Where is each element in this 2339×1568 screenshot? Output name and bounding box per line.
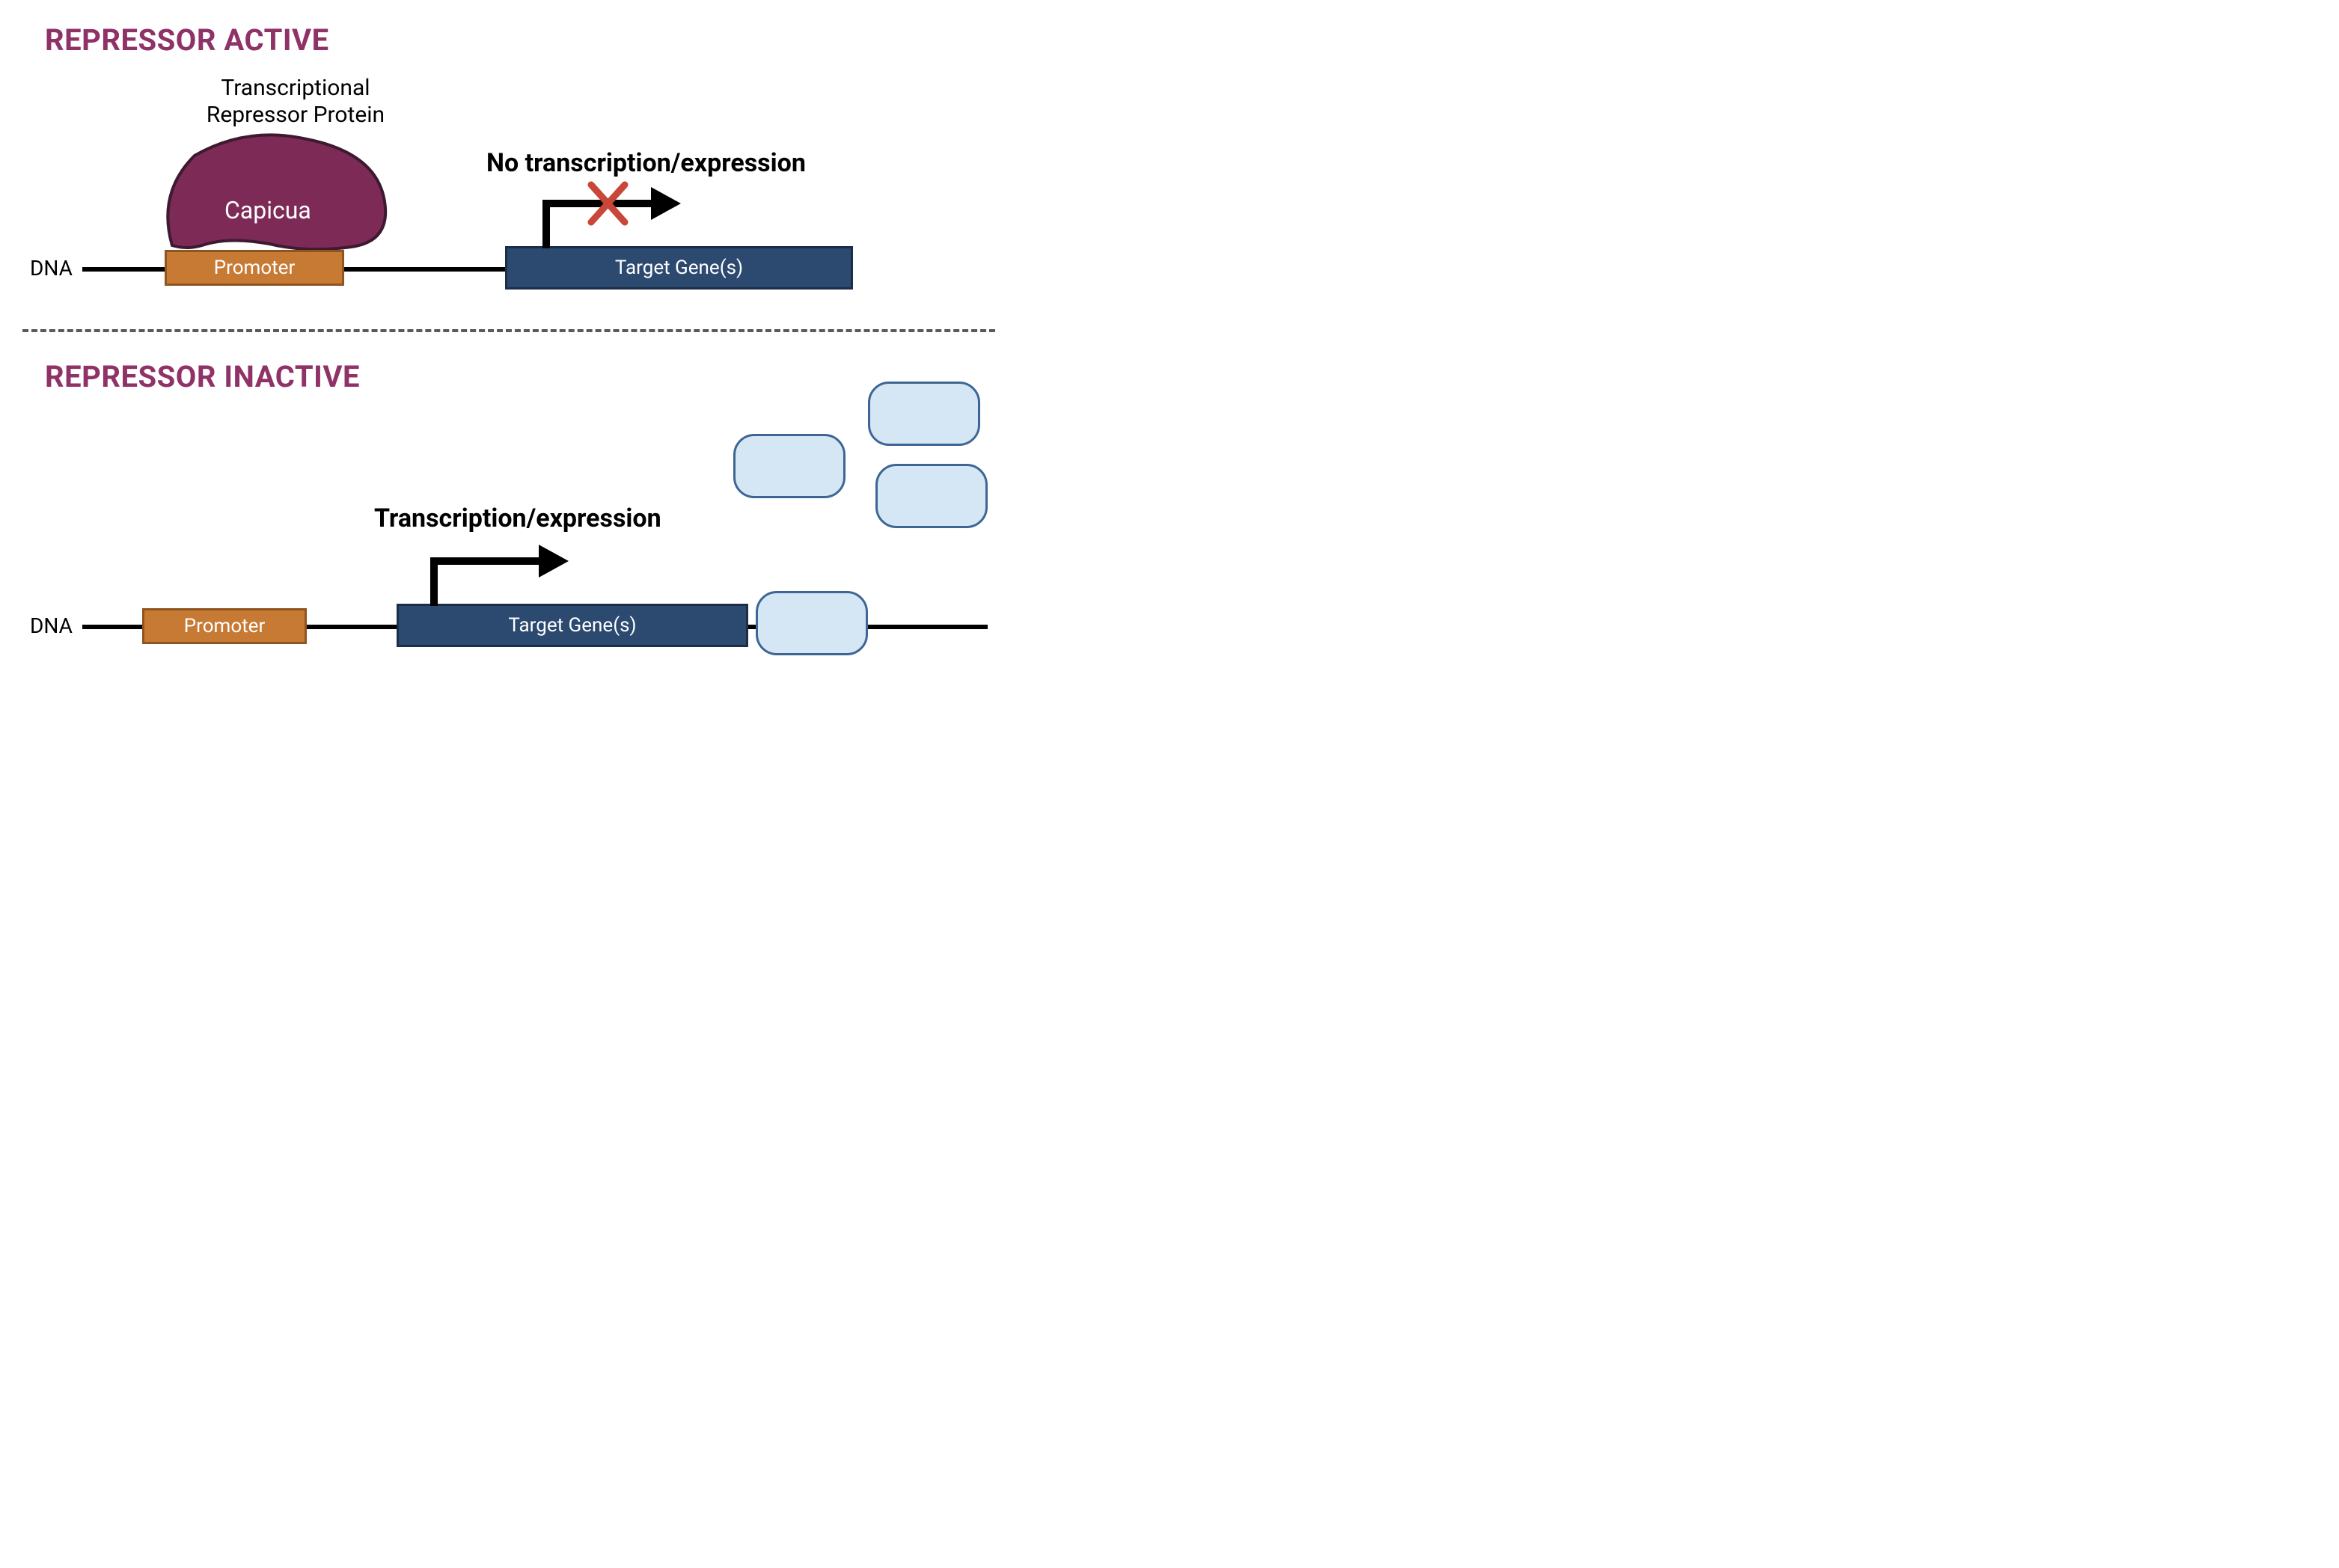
tf-label-line2: Repressor Protein [207,102,385,128]
transcription-label: Transcription/expression [374,503,661,533]
promoter-box-top: Promoter [165,250,344,286]
dna-label-top: DNA [30,256,73,281]
transcription-arrow-active [426,539,576,613]
title-inactive: REPRESSOR INACTIVE [45,359,360,394]
panel-repressor-active: REPRESSOR ACTIVE Transcriptional Repress… [0,0,1018,329]
title-active: REPRESSOR ACTIVE [45,22,329,58]
expressed-protein-1 [756,591,868,655]
tf-label-line1: Transcriptional [221,75,370,101]
transcription-arrow-blocked [539,181,688,256]
dna-line-bot-seg2 [307,625,397,629]
expressed-protein-2 [733,434,846,498]
panel-repressor-inactive: REPRESSOR INACTIVE DNA Promoter Target G… [0,329,1018,682]
dna-line-top-seg2 [344,267,505,272]
no-transcription-label: No transcription/expression [486,148,806,178]
dna-line-top-seg1 [82,267,165,272]
dna-line-bot-seg1 [82,625,142,629]
expressed-protein-4 [875,464,988,528]
capicua-blob [157,133,389,257]
capicua-label: Capicua [224,196,311,224]
dna-label-bottom: DNA [30,613,73,638]
expressed-protein-3 [868,382,980,446]
tf-protein-label: Transcriptional Repressor Protein [172,75,419,129]
promoter-box-bottom: Promoter [142,608,307,644]
